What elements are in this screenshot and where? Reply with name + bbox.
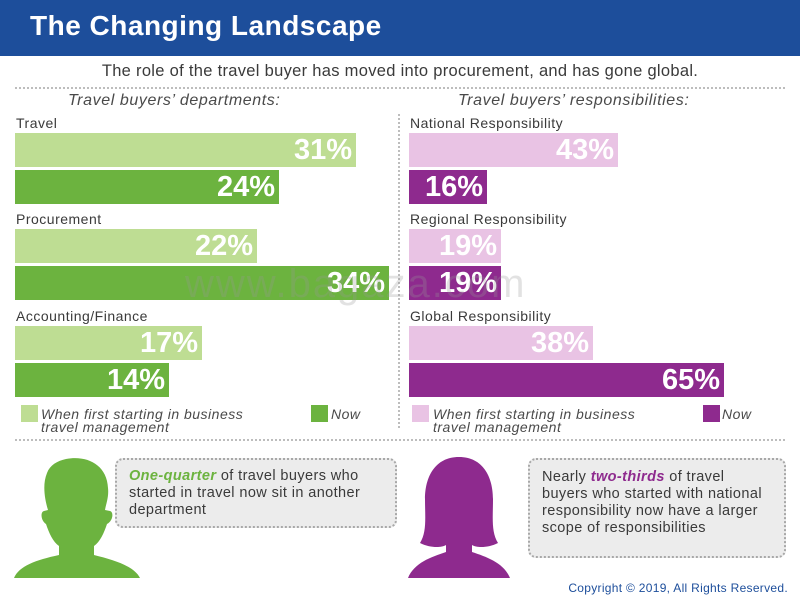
left-bar-label-first-2: 17% bbox=[139, 327, 198, 359]
right-bar-label-now-1: 19% bbox=[438, 267, 497, 299]
left-bar-label-first-1: 22% bbox=[194, 230, 253, 262]
watermark: www.bagaza.com bbox=[185, 262, 527, 306]
left-bar-label-now-1: 34% bbox=[326, 267, 385, 299]
legend-first-line1-left: When first starting in business bbox=[41, 406, 244, 422]
right-bar-label-now-0: 16% bbox=[424, 171, 483, 203]
right-bar-now-1 bbox=[409, 266, 501, 300]
callout-left: One-quarter of travel buyers who started… bbox=[115, 458, 397, 528]
copyright: Copyright © 2019, All Rights Reserved. bbox=[568, 581, 788, 595]
left-bar-label-now-0: 24% bbox=[216, 171, 275, 203]
callout-right-text: of travel buyers who started with nation… bbox=[542, 469, 762, 536]
right-bar-label-now-2: 65% bbox=[661, 364, 720, 396]
legend-now-right: Now bbox=[722, 406, 752, 422]
right-bar-label-first-0: 43% bbox=[555, 134, 614, 166]
right-panel-title: Travel buyers’ responsibilities: bbox=[458, 92, 690, 109]
category-label-national: National Responsibility bbox=[410, 115, 564, 131]
callout-right-highlight: two-thirds bbox=[590, 469, 665, 485]
legend-first-line2-left: travel management bbox=[41, 419, 170, 435]
left-bar-label-first-0: 31% bbox=[293, 134, 352, 166]
legend-first-line2-right: travel management bbox=[433, 419, 562, 435]
callout-left-highlight: One-quarter bbox=[129, 468, 217, 484]
left-bar-now-2 bbox=[15, 363, 169, 397]
legend-swatch-now-left bbox=[311, 405, 328, 422]
legend-swatch-first-left bbox=[21, 405, 38, 422]
right-bar-first-2 bbox=[409, 326, 593, 360]
left-bar-first-2 bbox=[15, 326, 202, 360]
category-label-accounting: Accounting/Finance bbox=[16, 308, 148, 324]
header-bar: The Changing Landscape bbox=[0, 0, 800, 56]
left-bar-first-0 bbox=[15, 133, 356, 167]
right-bar-first-0 bbox=[409, 133, 618, 167]
callout-right-prefix: Nearly bbox=[542, 469, 591, 485]
divider-vertical bbox=[398, 114, 400, 428]
legend-swatch-now-right bbox=[703, 405, 720, 422]
divider-top bbox=[15, 87, 785, 89]
right-bar-first-1 bbox=[409, 229, 501, 263]
right-bar-label-first-2: 38% bbox=[530, 327, 589, 359]
callout-right: Nearly two-thirds of travel buyers who s… bbox=[528, 458, 786, 558]
right-bar-now-0 bbox=[409, 170, 487, 204]
left-bar-label-now-2: 14% bbox=[106, 364, 165, 396]
right-bar-label-first-1: 19% bbox=[438, 230, 497, 262]
category-label-global: Global Responsibility bbox=[410, 308, 552, 324]
legend-now-left: Now bbox=[331, 406, 361, 422]
left-bar-first-1 bbox=[15, 229, 257, 263]
left-bar-now-1 bbox=[15, 266, 389, 300]
subtitle: The role of the travel buyer has moved i… bbox=[101, 62, 699, 80]
category-label-travel: Travel bbox=[16, 115, 58, 131]
male-silhouette-icon bbox=[14, 458, 140, 578]
category-label-regional: Regional Responsibility bbox=[410, 211, 568, 227]
divider-bottom bbox=[15, 439, 785, 441]
left-panel-title: Travel buyers’ departments: bbox=[68, 92, 281, 109]
category-label-procurement: Procurement bbox=[16, 211, 102, 227]
page-title: The Changing Landscape bbox=[30, 10, 382, 41]
left-bar-now-0 bbox=[15, 170, 279, 204]
legend-swatch-first-right bbox=[412, 405, 429, 422]
legend-first-line1-right: When first starting in business bbox=[433, 406, 636, 422]
callout-left-text: of travel buyers who started in travel n… bbox=[129, 468, 361, 518]
right-bar-now-2 bbox=[409, 363, 724, 397]
female-silhouette-icon bbox=[408, 457, 510, 578]
